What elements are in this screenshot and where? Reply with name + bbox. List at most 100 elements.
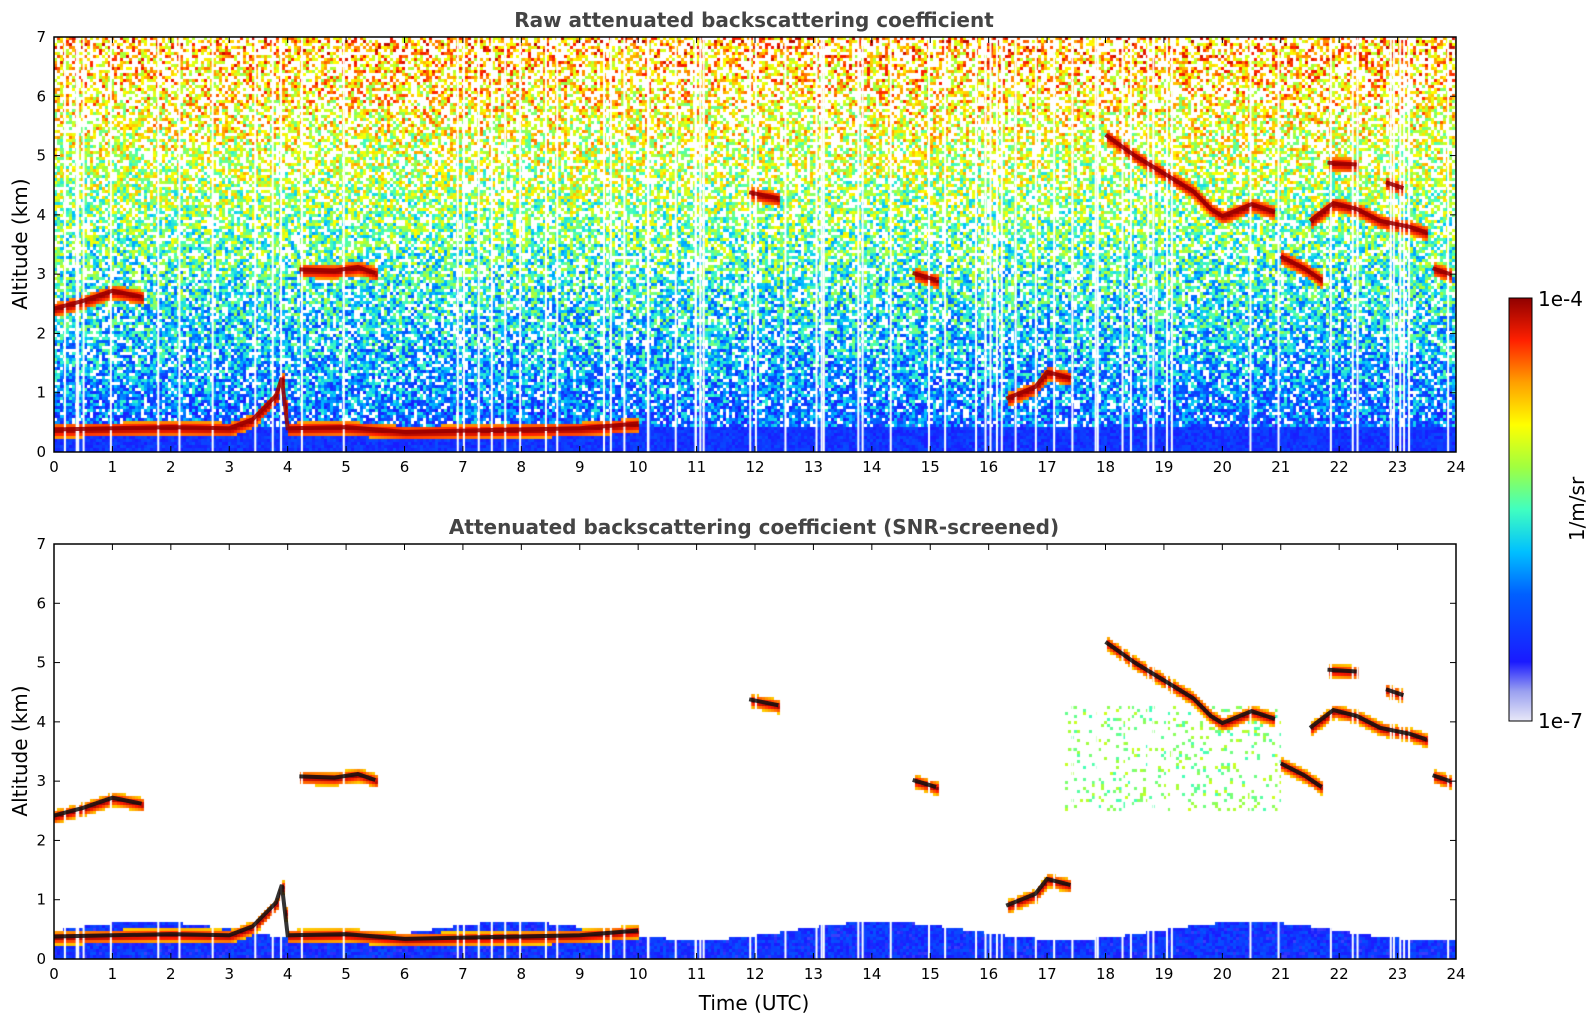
top-feature-7 — [1279, 254, 1323, 282]
top-x-tick-label: 11 — [687, 458, 706, 476]
bottom-y-tick-label: 7 — [36, 535, 46, 553]
top-x-tick-label: 23 — [1388, 458, 1407, 476]
top-x-tick-label: 2 — [166, 458, 176, 476]
bottom-x-tick-label: 8 — [517, 965, 527, 983]
colorbar: 1e-4 1e-7 1/m/sr — [1508, 287, 1589, 733]
bottom-x-tick-label: 9 — [575, 965, 585, 983]
bottom-x-tick-label: 14 — [862, 965, 881, 983]
top-y-tick-label: 2 — [36, 324, 46, 342]
top-x-ticks: 0 1 2 3 4 5 6 7 8 9 10 11 12 13 14 15 16 17 18 19 20 21 22 23 24 — [49, 37, 1466, 476]
bottom-x-tick-label: 23 — [1388, 965, 1407, 983]
top-y-tick-label: 0 — [36, 443, 46, 461]
top-feature-10 — [1385, 180, 1405, 191]
bottom-y-tick-label: 3 — [36, 772, 46, 790]
top-feature-6 — [1104, 133, 1276, 219]
top-x-tick-label: 19 — [1154, 458, 1173, 476]
top-x-tick-label: 1 — [108, 458, 118, 476]
top-x-tick-label: 24 — [1446, 458, 1465, 476]
top-panel-title: Raw attenuated backscattering coefficien… — [514, 8, 994, 32]
bottom-feature-6 — [1104, 640, 1276, 726]
bottom-x-tick-label: 17 — [1038, 965, 1057, 983]
bottom-y-tick-label: 2 — [36, 831, 46, 849]
colorbar-min-label: 1e-7 — [1538, 709, 1583, 733]
top-y-ticks: 0 1 2 3 4 5 6 7 — [36, 28, 1456, 461]
bottom-x-tick-label: 18 — [1096, 965, 1115, 983]
bottom-y-axis-label: Altitude (km) — [8, 685, 32, 816]
top-x-tick-label: 5 — [341, 458, 351, 476]
bottom-x-tick-label: 21 — [1271, 965, 1290, 983]
bottom-y-ticks: 0 1 2 3 4 5 6 7 — [36, 535, 1456, 968]
top-x-tick-label: 9 — [575, 458, 585, 476]
bottom-feature-8 — [1308, 707, 1428, 742]
top-panel-plot: 0 1 2 3 4 5 6 7 8 9 10 11 12 13 14 15 16 17 18 19 20 21 22 23 24… — [8, 28, 1466, 476]
bottom-x-tick-label: 20 — [1213, 965, 1232, 983]
x-axis-label: Time (UTC) — [698, 991, 810, 1015]
bottom-x-tick-label: 24 — [1446, 965, 1465, 983]
top-x-tick-label: 18 — [1096, 458, 1115, 476]
bottom-x-tick-label: 4 — [283, 965, 293, 983]
bottom-y-tick-label: 5 — [36, 654, 46, 672]
top-y-tick-label: 1 — [36, 384, 46, 402]
top-x-tick-label: 21 — [1271, 458, 1290, 476]
colorbar-gradient — [1508, 297, 1533, 722]
top-feature-layer — [53, 133, 1451, 434]
top-x-tick-label: 22 — [1330, 458, 1349, 476]
top-x-tick-label: 14 — [862, 458, 881, 476]
bottom-feature-10 — [1385, 687, 1405, 698]
top-x-tick-label: 10 — [629, 458, 648, 476]
bottom-feature-3 — [748, 697, 779, 708]
bottom-x-tick-label: 13 — [804, 965, 823, 983]
top-y-tick-label: 6 — [36, 87, 46, 105]
top-x-tick-label: 3 — [224, 458, 234, 476]
top-heatmap-image — [54, 37, 1456, 452]
bottom-x-tick-label: 12 — [745, 965, 764, 983]
bottom-x-tick-label: 0 — [49, 965, 59, 983]
bottom-x-ticks: 0 1 2 3 4 5 6 7 8 9 10 11 12 13 14 15 16 17 18 19 20 21 22 23 24 — [49, 544, 1466, 983]
top-x-tick-label: 8 — [517, 458, 527, 476]
colorbar-unit-label: 1/m/sr — [1565, 476, 1589, 541]
top-feature-2 — [299, 264, 376, 275]
bottom-x-tick-label: 15 — [921, 965, 940, 983]
top-x-tick-label: 15 — [921, 458, 940, 476]
bottom-feature-1 — [53, 795, 143, 818]
bottom-x-tick-label: 6 — [400, 965, 410, 983]
bottom-feature-layer — [53, 640, 1451, 941]
bottom-x-tick-label: 5 — [341, 965, 351, 983]
colorbar-max-label: 1e-4 — [1538, 287, 1583, 311]
bottom-x-tick-label: 2 — [166, 965, 176, 983]
top-feature-11 — [1431, 266, 1451, 277]
top-x-tick-label: 20 — [1213, 458, 1232, 476]
bottom-heatmap-image — [54, 544, 1456, 959]
top-feature-5 — [1005, 369, 1071, 401]
bottom-x-tick-label: 1 — [108, 965, 118, 983]
top-feature-8 — [1308, 200, 1428, 235]
top-y-axis-label: Altitude (km) — [8, 178, 32, 309]
top-feature-9 — [1327, 160, 1357, 167]
bottom-feature-4 — [912, 778, 937, 789]
bottom-y-tick-label: 0 — [36, 950, 46, 968]
bottom-x-tick-label: 7 — [458, 965, 468, 983]
top-y-tick-label: 7 — [36, 28, 46, 46]
top-feature-4 — [912, 271, 937, 282]
bottom-panel-title: Attenuated backscattering coefficient (S… — [449, 515, 1059, 539]
top-x-tick-label: 13 — [804, 458, 823, 476]
top-feature-0 — [53, 377, 639, 434]
top-feature-1 — [53, 288, 143, 311]
top-y-tick-label: 3 — [36, 265, 46, 283]
top-x-tick-label: 12 — [745, 458, 764, 476]
bottom-x-tick-label: 22 — [1330, 965, 1349, 983]
top-x-tick-label: 0 — [49, 458, 59, 476]
bottom-feature-9 — [1327, 667, 1357, 674]
bottom-x-tick-label: 19 — [1154, 965, 1173, 983]
top-x-tick-label: 4 — [283, 458, 293, 476]
bottom-x-tick-label: 10 — [629, 965, 648, 983]
top-feature-3 — [748, 190, 779, 201]
top-x-tick-label: 7 — [458, 458, 468, 476]
bottom-panel-plot: 0 1 2 3 4 5 6 7 8 9 10 11 12 13 14 15 16 17 18 19 20 21 22 23 24… — [8, 535, 1466, 1015]
bottom-feature-0 — [53, 884, 639, 941]
top-y-tick-label: 4 — [36, 206, 46, 224]
bottom-feature-7 — [1279, 761, 1323, 789]
bottom-feature-2 — [299, 771, 376, 782]
